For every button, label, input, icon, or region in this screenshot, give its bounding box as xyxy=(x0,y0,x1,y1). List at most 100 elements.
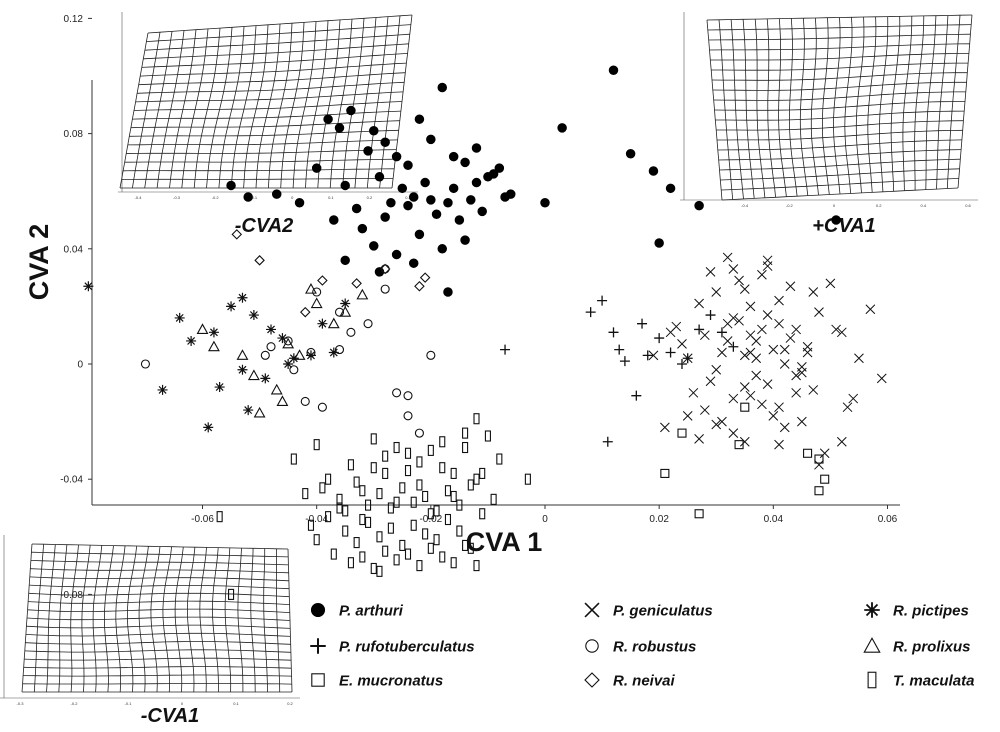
grid-col-line xyxy=(354,17,377,189)
grid-col-line xyxy=(92,545,103,693)
data-point xyxy=(614,344,625,355)
data-point xyxy=(779,422,790,433)
y-tick-label: 0.08 xyxy=(64,129,84,140)
series-triangle xyxy=(196,282,369,418)
data-point xyxy=(467,479,474,491)
data-point xyxy=(270,383,283,395)
data-point xyxy=(757,269,767,280)
grid-col-line xyxy=(199,547,207,693)
data-point xyxy=(814,459,824,470)
data-point xyxy=(774,402,784,413)
data-point xyxy=(416,560,423,572)
y-tick-label: 0.04 xyxy=(64,244,84,255)
grid-row-line xyxy=(720,168,960,181)
data-point xyxy=(426,350,436,360)
data-point xyxy=(694,434,704,444)
data-point xyxy=(342,505,349,517)
data-point xyxy=(426,195,436,205)
x-tick-label: 0.02 xyxy=(649,514,669,525)
data-point xyxy=(768,410,779,421)
grid-col-line xyxy=(206,27,233,189)
data-point xyxy=(444,513,452,526)
data-point xyxy=(728,264,739,274)
data-point xyxy=(299,306,311,318)
data-point xyxy=(363,146,373,156)
grid-col-line xyxy=(268,23,293,189)
grid-tick-label: -0.2 xyxy=(71,701,79,706)
grid-col-line xyxy=(250,548,256,693)
data-point xyxy=(791,387,802,398)
grid-row-line xyxy=(127,139,398,146)
data-point xyxy=(157,384,168,395)
data-point xyxy=(293,349,306,360)
data-point xyxy=(437,82,448,93)
data-point xyxy=(317,402,327,412)
data-point xyxy=(403,411,413,421)
data-point xyxy=(557,123,567,133)
grid-row-line xyxy=(30,568,289,574)
data-point xyxy=(391,249,402,260)
data-point xyxy=(365,499,372,511)
grid-row-line xyxy=(716,120,964,131)
data-point xyxy=(399,539,406,551)
grid-col-line xyxy=(162,546,172,693)
data-point xyxy=(323,114,333,124)
grid-col-line xyxy=(778,18,787,197)
data-point xyxy=(196,323,209,334)
grid-col-line xyxy=(742,19,755,199)
data-point xyxy=(414,114,425,124)
data-point xyxy=(439,436,446,448)
grid-row-line xyxy=(717,139,962,151)
y-tick-label: 0.12 xyxy=(64,14,84,25)
data-point xyxy=(290,453,297,465)
legend-item: P. rufotuberculatus xyxy=(310,638,475,656)
data-point xyxy=(745,390,756,401)
legend-marker xyxy=(863,637,881,653)
grid-row-line xyxy=(24,657,292,661)
data-point xyxy=(386,197,396,208)
data-point xyxy=(717,347,727,358)
data-point xyxy=(791,370,802,381)
data-point xyxy=(319,482,326,494)
data-point xyxy=(443,197,453,208)
data-point xyxy=(334,123,345,133)
data-point xyxy=(711,419,722,430)
grid-col-line xyxy=(844,17,853,194)
data-point xyxy=(660,468,670,478)
data-point xyxy=(307,519,315,531)
data-point xyxy=(711,364,722,375)
data-point xyxy=(431,209,442,219)
grid-col-line xyxy=(263,548,268,693)
data-point xyxy=(393,496,400,508)
legend-label: T. maculata xyxy=(893,673,974,690)
data-point xyxy=(734,275,744,286)
grid-row-line xyxy=(140,62,407,77)
data-point xyxy=(420,177,430,188)
grid-col-line xyxy=(211,547,219,693)
grid-row-line xyxy=(24,649,291,653)
data-point xyxy=(728,313,739,323)
grid-row-line xyxy=(717,129,963,141)
data-point xyxy=(705,266,716,277)
grid-col-line xyxy=(103,545,114,693)
data-point xyxy=(677,428,687,438)
data-point xyxy=(677,338,687,349)
deformation-grid-1: -0.4 -0.3 -0.2 -0.1 0 0.1 0.2 0.3 -CVA2 xyxy=(118,12,418,237)
data-point xyxy=(387,522,394,534)
data-point xyxy=(336,493,343,505)
grid-col-line xyxy=(224,547,232,693)
grid-row-line xyxy=(135,91,404,103)
data-point xyxy=(648,350,659,361)
data-point xyxy=(347,557,354,569)
data-point xyxy=(734,315,744,326)
grid-row-line xyxy=(31,551,289,558)
grid-row-line xyxy=(124,158,396,163)
data-point xyxy=(325,511,332,523)
legend-item: T. maculata xyxy=(867,671,974,690)
grid-col-line xyxy=(218,26,245,189)
y-tick-label: -0.04 xyxy=(60,475,83,486)
grid-col-line xyxy=(329,19,353,189)
data-point xyxy=(359,485,366,497)
data-point xyxy=(660,422,670,433)
data-point xyxy=(237,364,248,375)
